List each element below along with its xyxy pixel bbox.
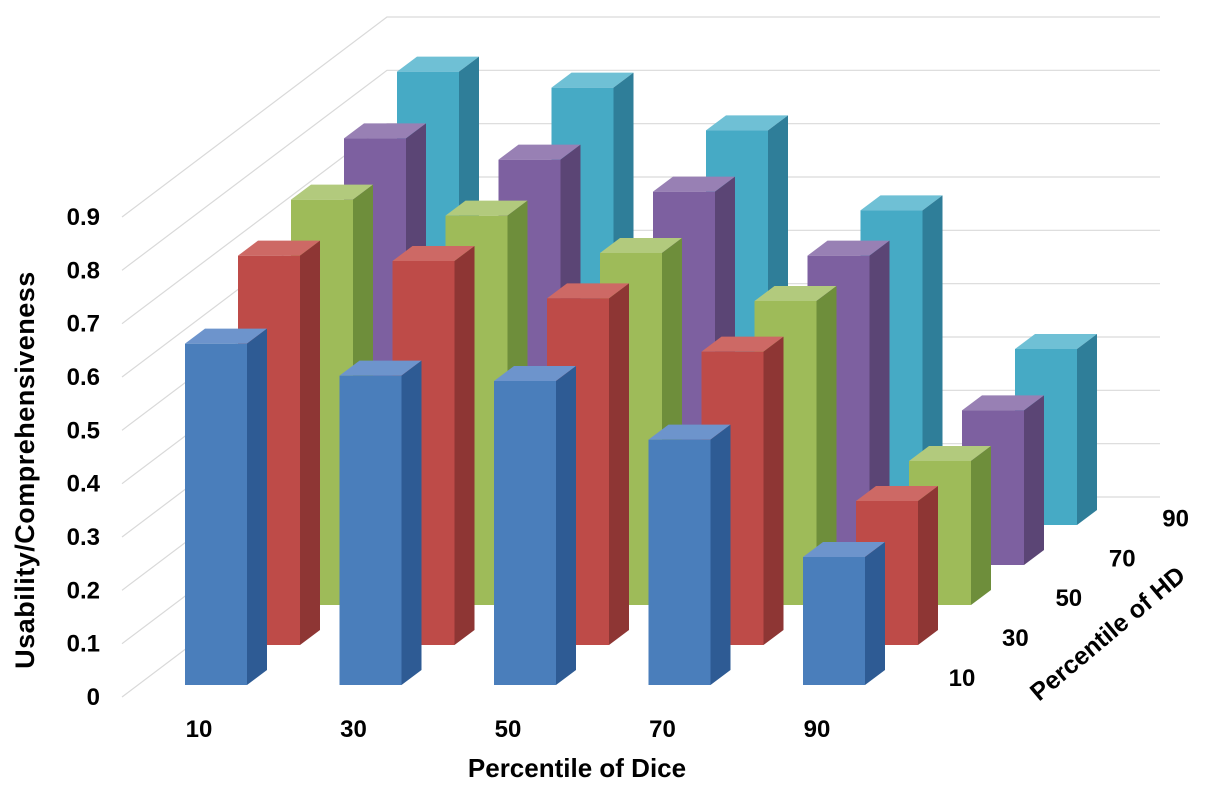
bar-hd10-dice70 [648, 424, 731, 685]
bar-top-face [445, 200, 528, 216]
bar-top-face [185, 328, 267, 344]
depth-label: 10 [949, 665, 976, 692]
bar-side-face [454, 246, 475, 646]
depth-label: 30 [1002, 625, 1029, 652]
bar-side-face [609, 283, 629, 645]
z-axis-title: Percentile of HD [1025, 561, 1191, 707]
value-tick-label: 0.7 [67, 311, 100, 338]
gridline [121, 69, 1160, 271]
value-tick-label: 0 [87, 684, 100, 711]
value-tick-label: 0.3 [67, 524, 100, 551]
bar-top-face [600, 238, 682, 254]
value-axis-tick-labels: 0 0.1 0.2 0.3 0.4 0.5 0.6 0.7 0.8 0.9 [67, 204, 101, 711]
value-tick-label: 0.9 [67, 204, 100, 231]
category-label: 90 [804, 716, 831, 743]
value-tick-label: 0.8 [67, 257, 100, 284]
bar-side-face [922, 195, 943, 525]
bar-side-face [971, 446, 991, 605]
depth-label: 50 [1055, 585, 1082, 612]
bar-top-face [551, 72, 634, 88]
bar-top-face [909, 446, 991, 462]
value-tick-label: 0.5 [67, 417, 100, 444]
x-axis-title: Percentile of Dice [468, 753, 686, 783]
bar-front-face [803, 557, 865, 685]
category-label: 70 [649, 716, 676, 743]
value-tick-label: 0.2 [67, 577, 100, 604]
bar-side-face [816, 286, 837, 605]
bar-top-face [962, 395, 1044, 411]
bar-hd10-dice50 [494, 366, 576, 685]
bar-side-face [556, 366, 576, 685]
bar-top-face [1015, 334, 1097, 350]
bar-top-face [498, 144, 581, 160]
y-axis-title: Usability/Comprehensiveness [10, 271, 40, 669]
bar-front-face [648, 439, 711, 685]
depth-label: 70 [1109, 545, 1136, 572]
bar-top-face [344, 123, 426, 139]
category-label: 50 [495, 716, 522, 743]
gridline [121, 16, 1160, 218]
bar-top-face [754, 286, 837, 302]
bar-top-face [807, 240, 890, 256]
bar-top-face [397, 56, 479, 72]
bar-front-face [185, 343, 247, 685]
bar-top-face [803, 542, 885, 558]
bar-side-face [1024, 395, 1044, 565]
depth-label: 90 [1162, 505, 1189, 532]
category-axis-labels: 10 30 50 70 90 [186, 716, 831, 743]
bar-side-face [869, 240, 890, 566]
bar-front-face [494, 381, 556, 685]
category-label: 30 [340, 716, 367, 743]
bar-top-face [291, 184, 373, 200]
bar-side-face [247, 328, 267, 685]
bar-top-face [653, 176, 735, 192]
bar-top-face [392, 246, 475, 262]
value-tick-label: 0.4 [67, 471, 101, 498]
bar-top-face [339, 360, 422, 376]
bar-top-face [648, 424, 731, 440]
bar-top-face [860, 195, 943, 211]
bar-side-face [763, 336, 784, 645]
bar-side-face [1077, 334, 1097, 525]
bar-top-face [856, 486, 938, 502]
value-tick-label: 0.1 [67, 631, 100, 658]
bar-top-face [238, 240, 320, 256]
depth-axis-labels: 10 30 50 70 90 [949, 505, 1189, 692]
bar-top-face [706, 115, 788, 131]
category-label: 10 [186, 716, 213, 743]
bar-side-face [918, 486, 938, 645]
bar-top-face [547, 283, 629, 299]
bar-side-face [300, 240, 320, 645]
bar-front-face [339, 375, 402, 685]
bar-side-face [401, 360, 422, 685]
bar-side-face [710, 424, 731, 685]
bars [185, 56, 1097, 685]
bar-top-face [701, 336, 784, 352]
value-tick-label: 0.6 [67, 364, 100, 391]
bar-hd10-dice10 [185, 328, 267, 685]
bar-hd10-dice90 [803, 542, 885, 685]
bar-top-face [494, 366, 576, 382]
bar-hd10-dice30 [339, 360, 422, 685]
bar-side-face [865, 542, 885, 685]
